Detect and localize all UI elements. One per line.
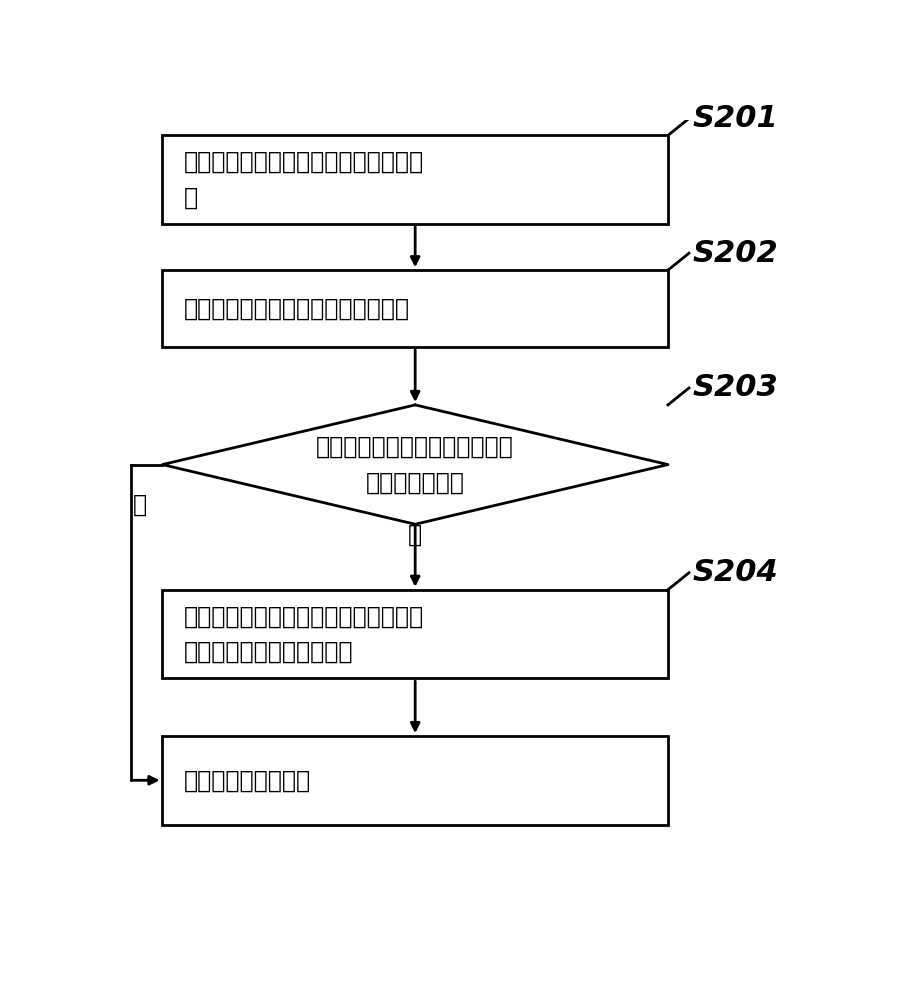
- Bar: [162, 590, 668, 678]
- Text: S201: S201: [692, 104, 778, 133]
- Text: S203: S203: [692, 373, 778, 402]
- Bar: [162, 736, 668, 825]
- Bar: [162, 135, 668, 224]
- Text: 比较全部的活动节点数量是否小
于设置的目标值: 比较全部的活动节点数量是否小 于设置的目标值: [316, 435, 514, 494]
- Text: 统计各个机柜中全部的活动节点数量: 统计各个机柜中全部的活动节点数量: [183, 297, 410, 321]
- Text: 否: 否: [133, 493, 147, 517]
- Bar: [162, 270, 668, 347]
- Text: 多路径数等于目标值: 多路径数等于目标值: [183, 768, 311, 792]
- Text: 用户根据需求为所述多路径数设置目标
值: 用户根据需求为所述多路径数设置目标 值: [183, 150, 424, 209]
- Text: S202: S202: [692, 239, 778, 268]
- Text: 是: 是: [408, 522, 422, 546]
- Text: 修改用户设置的多路径数的目标值，使
其等于全部的活动节点数量: 修改用户设置的多路径数的目标值，使 其等于全部的活动节点数量: [183, 604, 424, 664]
- Text: S204: S204: [692, 558, 778, 587]
